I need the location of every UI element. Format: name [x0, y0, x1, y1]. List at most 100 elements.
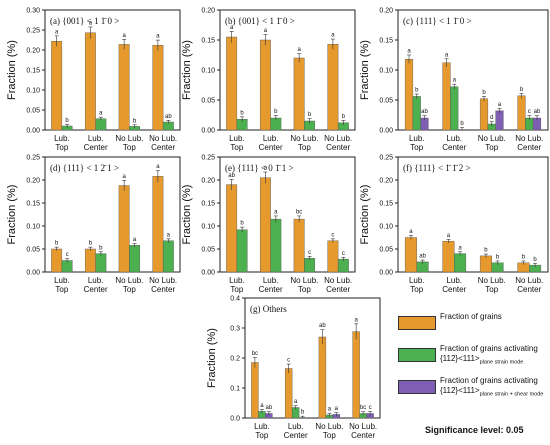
y-tick-label: 0.05	[201, 247, 215, 254]
legend-label-plane-shear: Fraction of grains activating {112}<111>…	[440, 376, 544, 398]
y-tick-label: 0.20	[201, 178, 215, 185]
panel-title: (e) {111} < 0 1̄ 1 >	[225, 163, 294, 173]
x-tick-label: No Lub.	[324, 276, 352, 285]
x-tick-label: Lub.	[409, 134, 425, 143]
x-tick-label: No Lub.	[115, 276, 143, 285]
bar	[118, 185, 130, 273]
significance-letter: b	[89, 241, 93, 247]
significance-letter: b	[496, 254, 500, 260]
bar	[270, 218, 282, 273]
bar	[152, 45, 164, 131]
significance-letter: b	[342, 114, 346, 120]
significance-letter: b	[482, 90, 486, 96]
significance-letter: a	[156, 164, 160, 170]
bar	[404, 237, 417, 273]
x-tick-label: No Lub.	[478, 134, 506, 143]
bar	[337, 258, 349, 273]
x-tick-label: No Lub.	[478, 276, 506, 285]
significance-letter: ab	[165, 114, 172, 120]
y-tick-label: 0.05	[379, 247, 393, 254]
x-tick-label: Lub.	[263, 276, 279, 285]
bar	[442, 62, 451, 131]
significance-letter: b	[65, 118, 69, 124]
y-tick-label: 0.15	[201, 38, 215, 45]
significance-letter: a	[274, 209, 278, 215]
significance-letter: c	[287, 358, 290, 364]
significance-letter: a	[328, 407, 332, 413]
y-tick-label: 0.15	[26, 68, 40, 75]
significance-letter: b	[415, 88, 419, 94]
axes-frame	[44, 156, 181, 273]
y-tick-label: 0.05	[201, 98, 215, 105]
bar	[51, 248, 63, 273]
x-tick-label: Center	[326, 143, 350, 152]
significance-letter: c	[342, 251, 345, 257]
y-tick-label: 0.05	[379, 98, 393, 105]
significance-note: Significance level: 0.05	[425, 425, 524, 435]
bar	[479, 255, 492, 273]
panel-title: (b) {001} < 1 1̄ 0 >	[225, 16, 295, 26]
x-tick-label: Lub.	[229, 276, 245, 285]
bar	[259, 177, 271, 273]
y-tick-label: 0.10	[201, 68, 215, 75]
significance-letter: b	[533, 257, 537, 263]
x-tick-label: Top	[485, 143, 498, 152]
significance-letter: b	[522, 254, 526, 260]
y-tick-label: 0.10	[379, 68, 393, 75]
x-tick-label: Lub.	[288, 422, 304, 431]
x-tick-label: Lub.	[446, 276, 462, 285]
bar	[129, 245, 141, 273]
significance-letter: a	[122, 174, 126, 180]
x-tick-label: Top	[485, 285, 498, 294]
chart-panel-a: 0.00 0.05 0.10 0.15 0.20 0.25 0.30 Fraction (%)…	[6, 8, 181, 152]
y-tick-label: 0.05	[26, 108, 40, 115]
bar	[226, 36, 238, 131]
bar	[95, 118, 107, 131]
panel-title: (d) {111} < 1 2̄ 1 >	[50, 163, 119, 173]
x-tick-label: Lub.	[254, 422, 270, 431]
panel-title: (f) {111} < 1̄ 1̄ 2 >	[403, 163, 471, 173]
significance-letter: a	[55, 29, 59, 35]
significance-letter: b	[240, 110, 244, 116]
legend-label-plane-strain: Fraction of grains activating {112}<111>…	[440, 344, 538, 366]
x-tick-label: Lub.	[88, 276, 104, 285]
x-tick-label: Center	[326, 285, 350, 294]
axes-frame	[397, 156, 549, 273]
x-tick-label: No Lub.	[290, 134, 318, 143]
significance-letter: a	[409, 229, 413, 235]
significance-letter: b	[240, 221, 244, 227]
y-tick-label: 0.25	[379, 155, 393, 162]
x-tick-label: Top	[123, 285, 136, 294]
y-axis-label: Fraction (%)	[6, 185, 18, 245]
bar	[284, 368, 293, 419]
bar	[352, 331, 360, 419]
significance-letter: a	[167, 232, 171, 238]
significance-letter: bc	[296, 209, 302, 215]
y-tick-label: 0.30	[26, 8, 40, 15]
bar	[412, 96, 421, 131]
significance-letter: ab	[419, 254, 426, 260]
y-tick-label: 0.0	[230, 416, 240, 423]
significance-letter: a	[99, 111, 103, 117]
legend-swatch-plane-strain	[398, 348, 436, 362]
y-axis-label: Fraction (%)	[181, 185, 193, 245]
y-axis-label: Fraction (%)	[359, 185, 371, 245]
y-tick-label: 0.20	[379, 178, 393, 185]
x-tick-label: Center	[351, 431, 375, 440]
significance-letter: b	[460, 121, 464, 127]
significance-letter: a	[260, 403, 264, 409]
legend-item-plane-shear: Fraction of grains activating {112}<111>…	[398, 376, 548, 406]
bar	[327, 240, 339, 273]
panel-title: (g) Others	[250, 304, 287, 314]
significance-letter: b	[484, 248, 488, 254]
y-tick-label: 0.00	[26, 270, 40, 277]
significance-letter: a	[498, 102, 502, 108]
x-tick-label: Lub.	[446, 134, 462, 143]
y-tick-label: 0.00	[379, 128, 393, 135]
x-tick-label: Top	[410, 285, 423, 294]
x-tick-label: Lub.	[263, 134, 279, 143]
x-tick-label: No Lub.	[324, 134, 352, 143]
y-tick-label: 0.00	[26, 128, 40, 135]
bar	[495, 110, 504, 131]
